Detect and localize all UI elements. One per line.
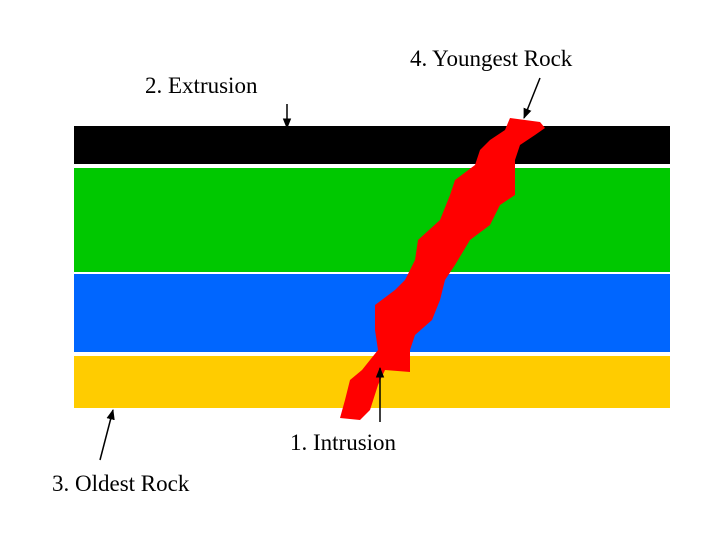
green-layer: [74, 168, 670, 272]
blue-layer: [74, 274, 670, 352]
label: 4. Youngest Rock: [410, 46, 573, 71]
label: 3. Oldest Rock: [52, 471, 190, 496]
arrow: [523, 77, 541, 119]
extrusion-layer: [74, 126, 670, 164]
intrusion: [340, 118, 545, 420]
label: 1. Intrusion: [290, 430, 397, 455]
label: 2. Extrusion: [145, 73, 258, 98]
arrow: [99, 408, 115, 461]
